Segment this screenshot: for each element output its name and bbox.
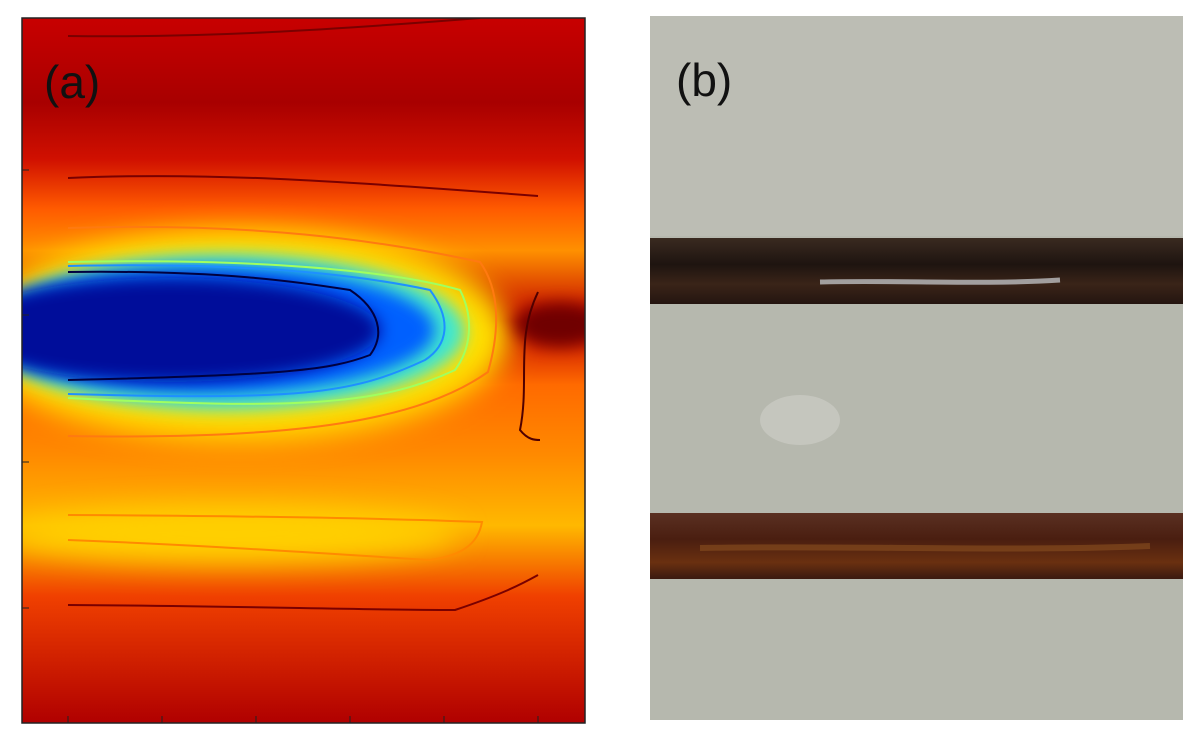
frame: [21, 17, 586, 724]
panel-label: (a): [44, 56, 100, 108]
axis-ticks: [22, 169, 539, 723]
photo: [650, 16, 1183, 720]
panel-label: (b): [676, 54, 732, 106]
simulation-map: [22, 18, 585, 723]
